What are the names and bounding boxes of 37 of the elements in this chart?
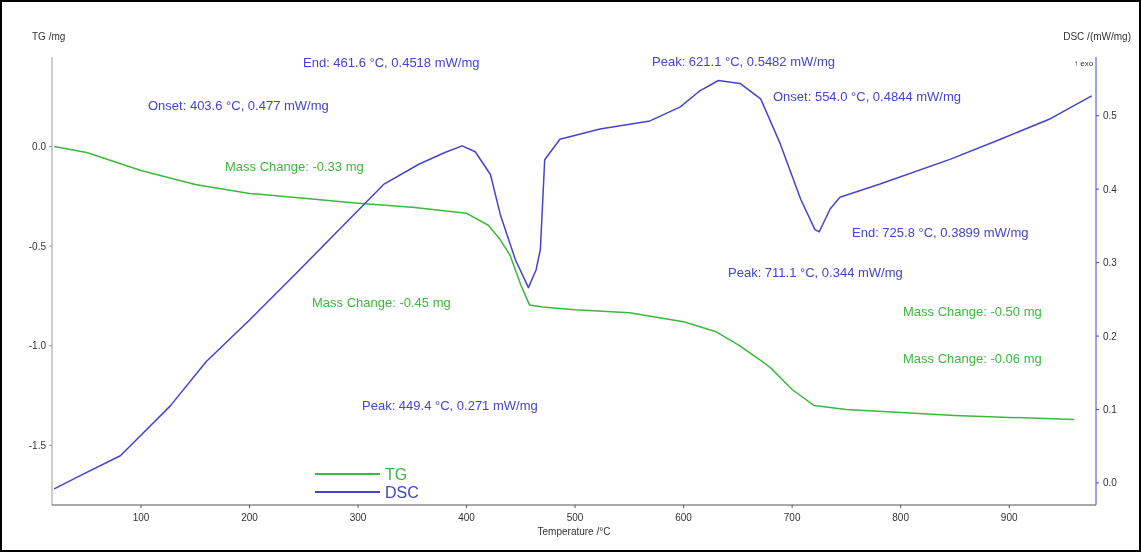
x-tick-label: 900 — [1000, 512, 1018, 523]
annotation: Mass Change: -0.45 mg — [312, 295, 451, 310]
annotation: End: 461.6 °C, 0.4518 mW/mg — [303, 55, 480, 70]
y2-axis-title: DSC /(mW/mg) — [1063, 31, 1131, 42]
y-tick-label: -0.5 — [28, 240, 47, 252]
y2-tick-label: 0.4 — [1103, 183, 1118, 195]
x-tick-label: 100 — [132, 512, 150, 523]
y2-tick-label: 0.3 — [1103, 257, 1118, 269]
x-tick-label: 600 — [675, 512, 693, 523]
annotation: ↑ exo — [1074, 59, 1094, 68]
y2-tick-label: 0.0 — [1103, 477, 1118, 489]
annotation: Mass Change: -0.33 mg — [225, 159, 364, 174]
y-tick-label: 0.0 — [32, 141, 47, 153]
annotation: Mass Change: -0.06 mg — [903, 351, 1042, 366]
x-tick-label: 400 — [458, 512, 476, 523]
y-axis-title: TG /mg — [32, 31, 66, 42]
line-series — [53, 145, 1076, 421]
annotation: Mass Change: -0.50 mg — [903, 304, 1042, 319]
y2-tick-label: 0.5 — [1103, 110, 1118, 122]
annotation: Onset: 554.0 °C, 0.4844 mW/mg — [773, 89, 962, 104]
annotation: Peak: 449.4 °C, 0.271 mW/mg — [362, 398, 538, 413]
x-tick-label: 200 — [241, 512, 259, 523]
y-tick-label: -1.0 — [28, 340, 47, 352]
x-tick-label: 800 — [892, 512, 910, 523]
annotation: Peak: 621.1 °C, 0.5482 mW/mg — [652, 54, 835, 69]
annotation: Peak: 711.1 °C, 0.344 mW/mg — [728, 265, 903, 280]
x-tick-label: 300 — [349, 512, 367, 523]
annotation: Onset: 403.6 °C, 0.477 mW/mg — [148, 98, 329, 113]
y2-tick-label: 0.1 — [1103, 404, 1118, 416]
x-tick-label: 700 — [783, 512, 801, 523]
x-axis-title: Temperature /°C — [537, 526, 611, 537]
legend-label: DSC — [385, 483, 419, 501]
y2-tick-label: 0.2 — [1103, 330, 1118, 342]
legend-label: TG — [385, 465, 408, 483]
annotation: End: 725.8 °C, 0.3899 mW/mg — [852, 225, 1029, 240]
x-tick-label: 500 — [566, 512, 584, 523]
y-tick-label: -1.5 — [28, 439, 47, 451]
